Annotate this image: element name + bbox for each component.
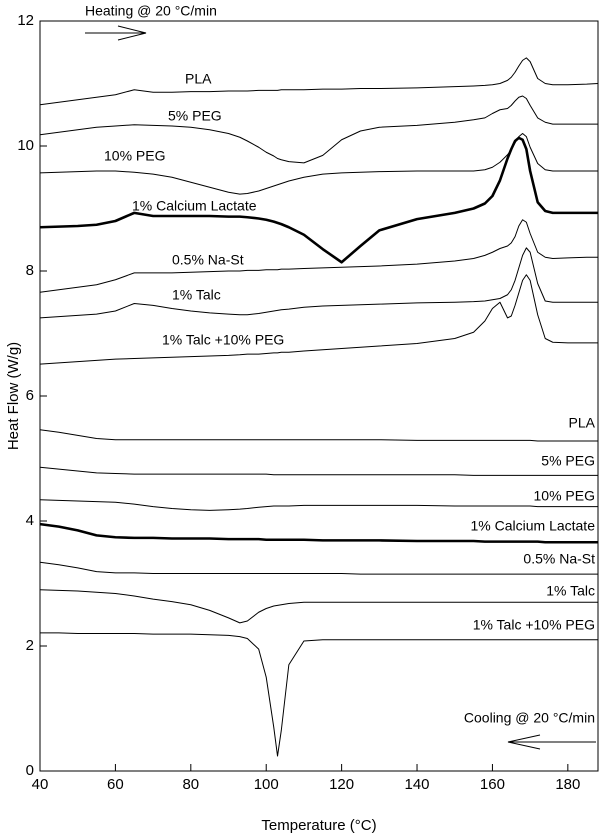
- y-tick-label: 6: [26, 387, 34, 404]
- y-tick-label: 12: [17, 12, 34, 29]
- series-label: 1% Talc: [546, 583, 595, 599]
- x-tick-label: 80: [182, 776, 199, 793]
- series-label: 1% Talc +10% PEG: [473, 617, 595, 633]
- x-tick-label: 180: [555, 776, 580, 793]
- series-line: [39, 499, 598, 511]
- series-label: 5% PEG: [168, 108, 222, 124]
- series-label: 0.5% Na-St: [172, 252, 244, 268]
- series-line: [39, 57, 599, 106]
- y-tick-label: 10: [17, 137, 34, 154]
- annotation: Cooling @ 20 °C/min: [464, 710, 595, 726]
- series-line: [39, 95, 598, 164]
- series-line: [39, 522, 598, 544]
- series-line: [39, 274, 598, 365]
- series-line: [39, 589, 598, 624]
- y-tick-label: 8: [26, 262, 34, 279]
- series-label: 5% PEG: [541, 453, 595, 469]
- cooling-arrow: [507, 734, 596, 750]
- series-line: [39, 136, 598, 264]
- x-tick-label: 100: [254, 776, 279, 793]
- series-label: 1% Talc +10% PEG: [162, 332, 284, 348]
- x-tick-label: 40: [32, 776, 49, 793]
- series-line: [39, 247, 598, 319]
- series-label: 1% Calcium Lactate: [132, 198, 257, 214]
- x-tick-label: 60: [107, 776, 124, 793]
- series-line: [39, 429, 598, 442]
- series-line: [39, 133, 598, 195]
- x-tick-label: 160: [480, 776, 505, 793]
- series-label: 10% PEG: [534, 488, 595, 504]
- y-axis-label: Heat Flow (W/g): [5, 342, 22, 450]
- y-tick-label: 0: [26, 762, 34, 779]
- x-axis-label: Temperature (°C): [261, 817, 376, 834]
- series-label: 10% PEG: [104, 148, 165, 164]
- series-line: [39, 219, 598, 293]
- x-tick-label: 120: [329, 776, 354, 793]
- series-label: 1% Calcium Lactate: [470, 518, 595, 534]
- annotation: Heating @ 20 °C/min: [85, 3, 217, 19]
- series-line: [40, 632, 598, 757]
- y-tick-label: 4: [26, 512, 34, 529]
- heating-arrow: [85, 25, 147, 41]
- series-label: 0.5% Na-St: [523, 551, 595, 567]
- series-label: PLA: [185, 71, 212, 87]
- series-line: [39, 561, 598, 575]
- series-label: PLA: [569, 415, 596, 431]
- series-label: 1% Talc: [172, 287, 221, 303]
- x-tick-label: 140: [405, 776, 430, 793]
- series-line: [39, 466, 598, 476]
- y-tick-label: 2: [26, 637, 34, 654]
- plot-frame: [39, 20, 599, 772]
